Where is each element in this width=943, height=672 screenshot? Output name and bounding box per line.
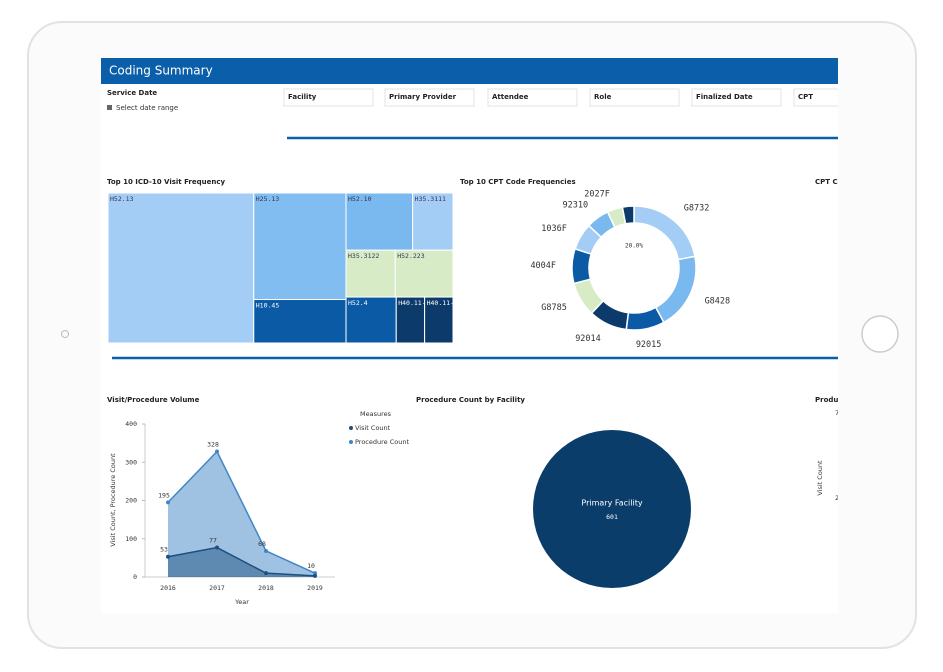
center-label: 20.0% (625, 243, 643, 250)
date-picker[interactable]: Select date range (116, 104, 178, 112)
chart-title: Top 10 CPT Code Frequencies (460, 178, 576, 186)
home-button[interactable] (861, 315, 899, 353)
legend-label: Procedure Count (355, 438, 409, 446)
point (264, 571, 268, 576)
filter-box[interactable] (793, 88, 883, 107)
y-tick-label: 300 (125, 458, 137, 466)
filter-box[interactable] (487, 88, 578, 107)
filter-box[interactable] (691, 88, 782, 107)
filter-box[interactable] (384, 88, 475, 107)
slice-label: 92014 (575, 334, 601, 344)
legend-swatch (349, 440, 353, 444)
chart-title: Visit/Procedure Volume (107, 396, 200, 404)
filter-label: Service Date (107, 89, 157, 97)
slice-value: 601 (606, 513, 618, 521)
treemap-cell (424, 296, 454, 344)
donut-slice (571, 247, 593, 285)
slice-label: 92310 (563, 200, 589, 210)
filter-field[interactable]: Facility (288, 93, 317, 101)
cell-label: H10.45 (256, 302, 280, 310)
treemap-cell (107, 192, 255, 344)
treemap-cell (394, 249, 454, 298)
slice-label: 1036F (541, 224, 567, 234)
y-axis-label: Visit Count (816, 460, 824, 496)
header-title: Coding Summary (109, 64, 213, 78)
calendar-icon (107, 105, 112, 110)
x-tick-label: 2019 (307, 584, 323, 592)
y-tick-label: 200 (125, 497, 137, 505)
y-tick-label: 0 (133, 573, 137, 581)
cell-label: H52.223 (397, 252, 424, 260)
treemap-cell (412, 192, 454, 251)
filter-box[interactable] (283, 88, 374, 107)
data-label: 53 (160, 546, 168, 554)
legend-label: Visit Count (355, 424, 391, 432)
cell-label: H40.11-31 (427, 299, 462, 307)
cell-label: H25.13 (256, 195, 280, 203)
filter-box[interactable] (589, 88, 680, 107)
chart-title: Top 10 ICD-10 Visit Frequency (107, 178, 225, 186)
point (215, 545, 219, 550)
cell-label: H52.4 (348, 299, 368, 307)
y-axis-label: Visit Count, Procedure Count (109, 453, 117, 547)
cell-label: H35.3111 (415, 195, 446, 203)
data-label: 328 (207, 441, 219, 449)
cell-label: H52.10 (348, 195, 372, 203)
slice-label: 92015 (636, 340, 662, 350)
treemap-cell (253, 192, 347, 301)
cell-label: H40.11-26 (398, 299, 433, 307)
y-tick-label: 400 (125, 420, 137, 428)
y-tick-label: 2 (835, 494, 839, 502)
cell-label: H52.13 (110, 195, 134, 203)
filter-field[interactable]: Role (594, 93, 612, 101)
y-tick-label: 100 (125, 535, 137, 543)
treemap-cell (345, 296, 397, 344)
treemap-cell (253, 299, 347, 344)
pie-slice (533, 430, 691, 588)
legend-swatch (349, 426, 353, 430)
slice-label: Primary Facility (581, 499, 642, 508)
y-tick-label: 7 (835, 409, 839, 417)
point (166, 500, 170, 505)
data-label: 10 (307, 562, 315, 570)
x-tick-label: 2017 (209, 584, 225, 592)
x-axis-label: Year (234, 598, 249, 606)
header-bar (101, 58, 838, 84)
point (264, 548, 268, 553)
line (167, 546, 316, 577)
cell-label: H35.3122 (348, 252, 379, 260)
slice-label: G8732 (684, 203, 710, 213)
filter-field[interactable]: Finalized Date (696, 93, 753, 101)
filter-field[interactable]: Primary Provider (389, 93, 457, 101)
treemap-cell (395, 296, 426, 344)
slice-label: 4004F (530, 261, 556, 271)
donut-slice (621, 205, 635, 225)
data-label: 195 (158, 491, 170, 499)
point (215, 449, 219, 454)
data-label: 68 (258, 540, 266, 548)
x-tick-label: 2016 (160, 584, 176, 592)
filter-field[interactable]: Attendee (492, 93, 529, 101)
chart-title: Procedure Count by Facility (416, 396, 525, 404)
camera (61, 330, 69, 338)
slice-label: 2027F (584, 189, 610, 199)
chart-title: CPT Co (815, 178, 843, 186)
data-label: 77 (209, 537, 217, 545)
point (313, 573, 317, 578)
slice-label: G8785 (541, 303, 567, 313)
chart-title: Produc (815, 396, 843, 404)
area (168, 451, 315, 577)
legend-title: Measures (360, 410, 392, 418)
point (166, 554, 170, 559)
area (168, 547, 315, 577)
x-tick-label: 2018 (258, 584, 274, 592)
line (167, 450, 316, 574)
screen: Coding Summary Service Date Select date … (101, 58, 883, 613)
slice-label: G8428 (705, 297, 731, 307)
filter-field[interactable]: CPT (798, 93, 813, 101)
